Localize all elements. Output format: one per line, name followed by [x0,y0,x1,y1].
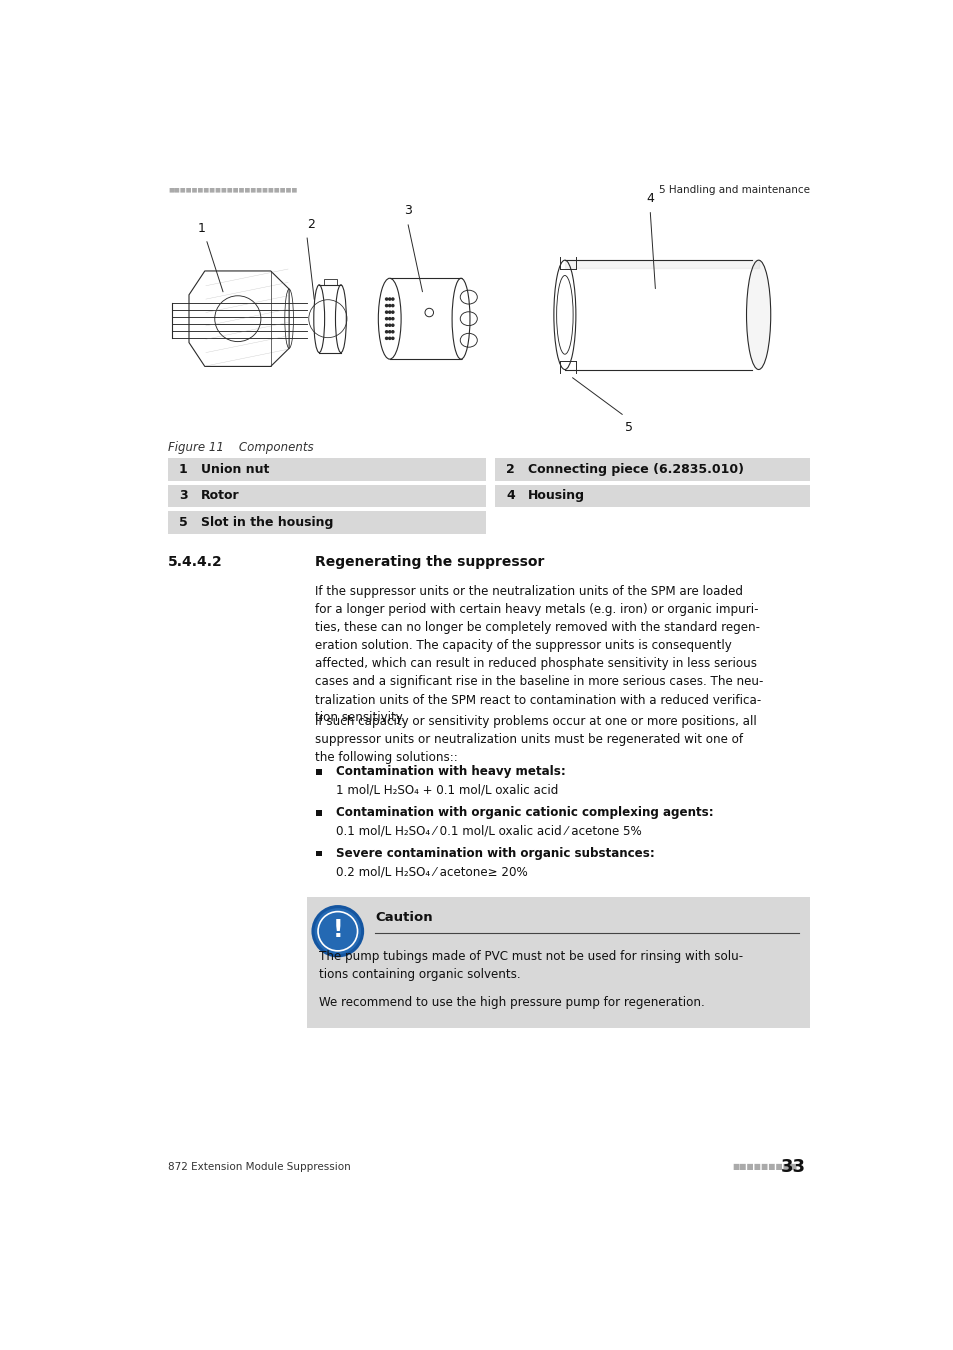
Text: 872 Extension Module Suppression: 872 Extension Module Suppression [168,1162,351,1172]
Text: 1: 1 [197,223,205,235]
Circle shape [392,324,394,327]
Text: Caution: Caution [375,911,432,923]
Text: 5: 5 [179,516,188,529]
Text: ■■■■■■■■■: ■■■■■■■■■ [732,1162,797,1172]
Circle shape [392,298,394,300]
Bar [307,898,809,1029]
Circle shape [388,317,391,320]
Bar [168,459,485,481]
Text: 1 mol/L H₂SO₄ + 0.1 mol/L oxalic acid: 1 mol/L H₂SO₄ + 0.1 mol/L oxalic acid [335,784,558,796]
Text: Severe contamination with organic substances:: Severe contamination with organic substa… [335,846,655,860]
Text: 33: 33 [781,1158,805,1176]
Circle shape [392,338,394,339]
Circle shape [388,338,391,339]
Text: 5.4.4.2: 5.4.4.2 [168,555,223,568]
Circle shape [388,310,391,313]
Circle shape [385,317,387,320]
Text: Union nut: Union nut [200,463,269,477]
Bar [495,459,809,481]
Text: We recommend to use the high pressure pump for regeneration.: We recommend to use the high pressure pu… [319,996,704,1008]
Circle shape [392,317,394,320]
Text: If such capacity or sensitivity problems occur at one or more positions, all
sup: If such capacity or sensitivity problems… [314,716,756,764]
Circle shape [385,338,387,339]
Text: 4: 4 [645,192,654,205]
Text: 1: 1 [179,463,188,477]
Circle shape [392,305,394,306]
Text: Contamination with organic cationic complexing agents:: Contamination with organic cationic comp… [335,806,713,819]
Bar [495,485,809,508]
Circle shape [317,911,357,950]
Text: 2: 2 [505,463,515,477]
Circle shape [385,324,387,327]
Text: The pump tubings made of PVC must not be used for rinsing with solu-
tions conta: The pump tubings made of PVC must not be… [319,949,742,980]
Circle shape [388,331,391,333]
Text: 0.2 mol/L H₂SO₄ ⁄ acetone≥ 20%: 0.2 mol/L H₂SO₄ ⁄ acetone≥ 20% [335,865,527,879]
Text: If the suppressor units or the neutralization units of the SPM are loaded
for a : If the suppressor units or the neutraliz… [314,586,762,725]
Bar [315,769,321,775]
Text: Housing: Housing [527,490,584,502]
Text: 4: 4 [505,490,515,502]
Text: 5: 5 [624,421,633,433]
Circle shape [388,298,391,300]
Circle shape [388,324,391,327]
Circle shape [385,331,387,333]
Circle shape [385,305,387,306]
Bar [168,510,485,533]
Text: 2: 2 [307,219,314,231]
Text: 5 Handling and maintenance: 5 Handling and maintenance [659,185,809,194]
Circle shape [311,904,364,957]
Text: Rotor: Rotor [200,490,239,502]
Text: 3: 3 [403,204,411,217]
Circle shape [314,909,360,954]
Text: Slot in the housing: Slot in the housing [200,516,333,529]
Text: Contamination with heavy metals:: Contamination with heavy metals: [335,765,565,779]
Text: 3: 3 [179,490,188,502]
Bar [168,485,485,508]
Circle shape [392,310,394,313]
Bar [315,850,321,856]
Text: !: ! [333,918,343,942]
Circle shape [385,310,387,313]
Text: Connecting piece (6.2835.010): Connecting piece (6.2835.010) [527,463,743,477]
Text: Regenerating the suppressor: Regenerating the suppressor [314,555,543,568]
Circle shape [392,331,394,333]
Text: ■■■■■■■■■■■■■■■■■■■■■■: ■■■■■■■■■■■■■■■■■■■■■■ [168,188,297,192]
Text: Figure 11    Components: Figure 11 Components [168,440,314,454]
Circle shape [385,298,387,300]
Ellipse shape [746,261,770,370]
Bar [315,810,321,815]
Text: 0.1 mol/L H₂SO₄ ⁄ 0.1 mol/L oxalic acid ⁄ acetone 5%: 0.1 mol/L H₂SO₄ ⁄ 0.1 mol/L oxalic acid … [335,825,641,837]
Circle shape [388,305,391,306]
